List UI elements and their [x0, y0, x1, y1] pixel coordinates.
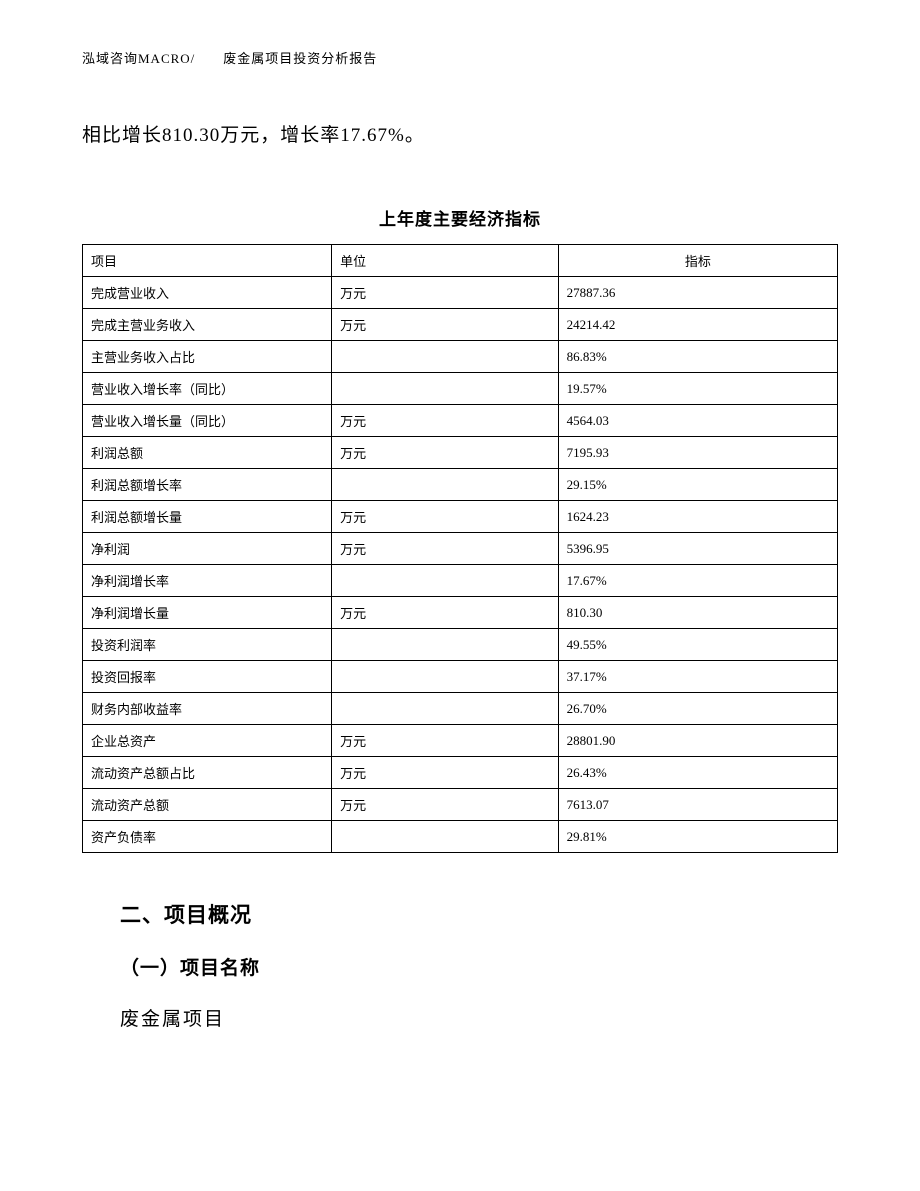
cell-item: 企业总资产 [83, 725, 332, 757]
cell-item: 净利润增长量 [83, 597, 332, 629]
cell-item: 流动资产总额 [83, 789, 332, 821]
cell-unit [332, 629, 559, 661]
cell-item: 净利润 [83, 533, 332, 565]
cell-value: 28801.90 [558, 725, 837, 757]
table-row: 财务内部收益率 26.70% [83, 693, 838, 725]
cell-item: 利润总额 [83, 437, 332, 469]
cell-unit: 万元 [332, 533, 559, 565]
cell-value: 24214.42 [558, 309, 837, 341]
cell-item: 营业收入增长率（同比） [83, 373, 332, 405]
cell-value: 19.57% [558, 373, 837, 405]
table-row: 完成主营业务收入 万元 24214.42 [83, 309, 838, 341]
table-row: 净利润增长量 万元 810.30 [83, 597, 838, 629]
cell-item: 完成营业收入 [83, 277, 332, 309]
cell-item: 财务内部收益率 [83, 693, 332, 725]
intro-paragraph: 相比增长810.30万元，增长率17.67%。 [82, 119, 838, 153]
cell-unit: 万元 [332, 725, 559, 757]
table-row: 营业收入增长量（同比） 万元 4564.03 [83, 405, 838, 437]
cell-unit: 万元 [332, 789, 559, 821]
table-row: 完成营业收入 万元 27887.36 [83, 277, 838, 309]
cell-unit [332, 661, 559, 693]
cell-unit [332, 469, 559, 501]
table-row: 利润总额增长量 万元 1624.23 [83, 501, 838, 533]
col-header-indicator: 指标 [558, 245, 837, 277]
cell-value: 4564.03 [558, 405, 837, 437]
cell-item: 主营业务收入占比 [83, 341, 332, 373]
table-row: 投资回报率 37.17% [83, 661, 838, 693]
cell-unit: 万元 [332, 597, 559, 629]
cell-unit: 万元 [332, 309, 559, 341]
cell-item: 流动资产总额占比 [83, 757, 332, 789]
project-name-text: 废金属项目 [120, 1002, 838, 1038]
cell-unit: 万元 [332, 405, 559, 437]
cell-value: 37.17% [558, 661, 837, 693]
cell-item: 投资利润率 [83, 629, 332, 661]
cell-value: 29.15% [558, 469, 837, 501]
cell-unit [332, 565, 559, 597]
col-header-unit: 单位 [332, 245, 559, 277]
cell-value: 26.43% [558, 757, 837, 789]
table-header-row: 项目 单位 指标 [83, 245, 838, 277]
table-row: 投资利润率 49.55% [83, 629, 838, 661]
cell-unit: 万元 [332, 757, 559, 789]
cell-value: 7195.93 [558, 437, 837, 469]
cell-item: 完成主营业务收入 [83, 309, 332, 341]
cell-value: 27887.36 [558, 277, 837, 309]
cell-value: 26.70% [558, 693, 837, 725]
economic-indicators-table: 项目 单位 指标 完成营业收入 万元 27887.36 完成主营业务收入 万元 … [82, 244, 838, 853]
table-body: 完成营业收入 万元 27887.36 完成主营业务收入 万元 24214.42 … [83, 277, 838, 853]
table-row: 流动资产总额占比 万元 26.43% [83, 757, 838, 789]
col-header-item: 项目 [83, 245, 332, 277]
cell-value: 810.30 [558, 597, 837, 629]
cell-value: 1624.23 [558, 501, 837, 533]
table-row: 利润总额增长率 29.15% [83, 469, 838, 501]
cell-item: 资产负债率 [83, 821, 332, 853]
cell-unit [332, 821, 559, 853]
cell-value: 7613.07 [558, 789, 837, 821]
cell-value: 86.83% [558, 341, 837, 373]
cell-unit: 万元 [332, 277, 559, 309]
table-row: 资产负债率 29.81% [83, 821, 838, 853]
cell-value: 49.55% [558, 629, 837, 661]
cell-unit: 万元 [332, 437, 559, 469]
subsection-heading-1: （一）项目名称 [120, 953, 838, 980]
cell-value: 29.81% [558, 821, 837, 853]
cell-item: 净利润增长率 [83, 565, 332, 597]
table-row: 营业收入增长率（同比） 19.57% [83, 373, 838, 405]
cell-unit [332, 693, 559, 725]
cell-value: 17.67% [558, 565, 837, 597]
cell-unit: 万元 [332, 501, 559, 533]
cell-unit [332, 341, 559, 373]
cell-item: 投资回报率 [83, 661, 332, 693]
cell-item: 利润总额增长率 [83, 469, 332, 501]
table-row: 利润总额 万元 7195.93 [83, 437, 838, 469]
table-row: 流动资产总额 万元 7613.07 [83, 789, 838, 821]
section-heading-2: 二、项目概况 [120, 899, 838, 929]
cell-value: 5396.95 [558, 533, 837, 565]
table-row: 净利润 万元 5396.95 [83, 533, 838, 565]
cell-item: 营业收入增长量（同比） [83, 405, 332, 437]
table-row: 净利润增长率 17.67% [83, 565, 838, 597]
table-row: 主营业务收入占比 86.83% [83, 341, 838, 373]
cell-item: 利润总额增长量 [83, 501, 332, 533]
page-header: 泓域咨询MACRO/ 废金属项目投资分析报告 [82, 48, 838, 67]
table-row: 企业总资产 万元 28801.90 [83, 725, 838, 757]
cell-unit [332, 373, 559, 405]
table-title: 上年度主要经济指标 [82, 205, 838, 230]
